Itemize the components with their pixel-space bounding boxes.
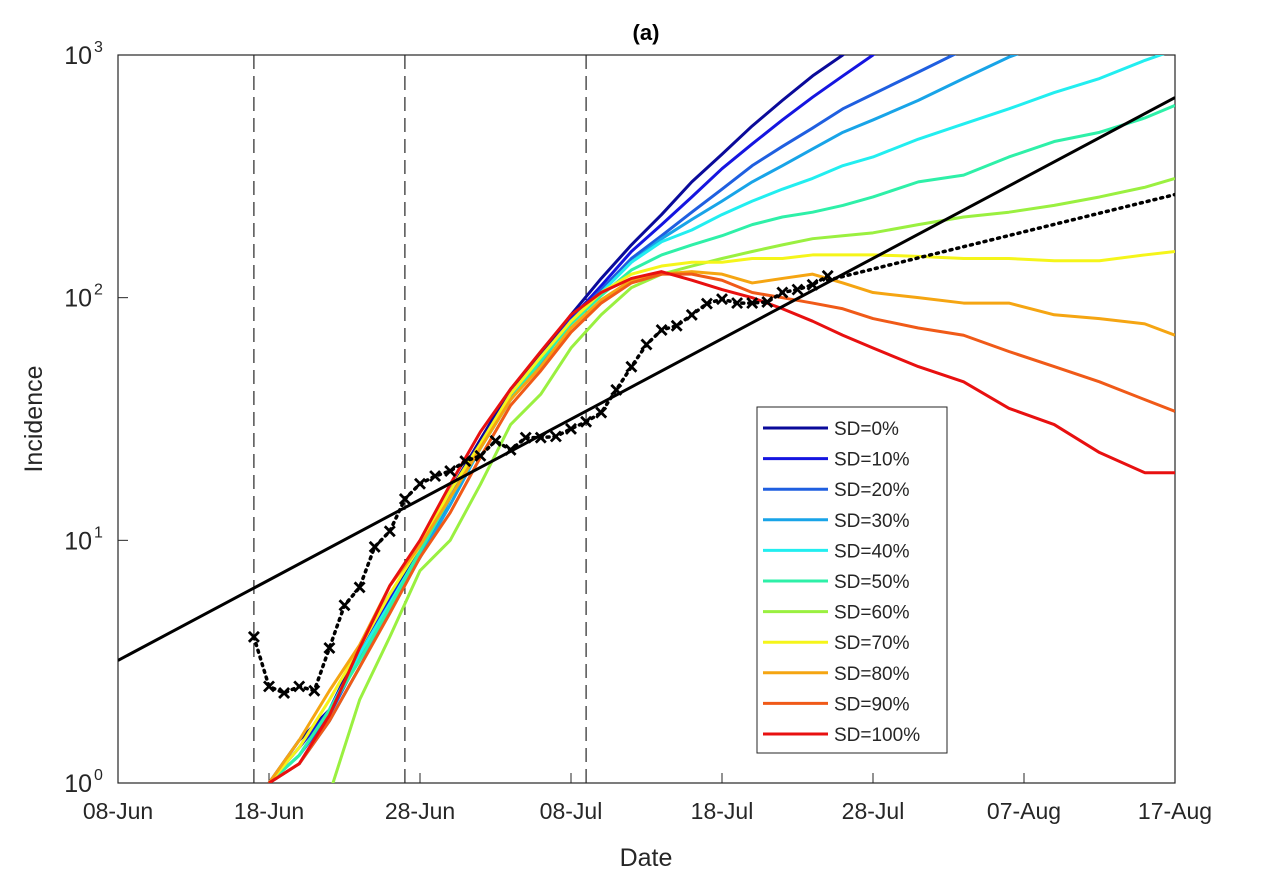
observed-marker [519,431,532,444]
x-tick-label: 07-Aug [987,798,1061,824]
observed-marker [308,684,321,697]
x-tick-label: 18-Jun [234,798,304,824]
dotted-trend-line [825,192,1175,282]
legend-label: SD=80% [834,664,910,685]
observed-marker [444,465,457,478]
x-tick-label: 08-Jul [540,798,603,824]
observed-marker [368,540,381,553]
x-tick-label: 28-Jul [842,798,905,824]
observed-marker [746,297,759,310]
observed-marker [821,269,834,282]
observed-marker [278,686,291,699]
observed-marker [731,297,744,310]
observed-marker [655,323,668,336]
observed-marker [640,338,653,351]
series-line-SD=70% [267,249,1175,783]
observed-marker [761,295,774,308]
y-tick-label: 10 [64,770,92,798]
observed-marker [247,630,260,643]
plot-area [117,54,1176,784]
x-tick-label: 18-Jul [691,798,754,824]
observed-marker [625,360,638,373]
series-line-SD=90% [268,272,1175,783]
observed-marker [534,431,547,444]
y-tick-label: 10 [64,285,92,313]
observed-marker [474,449,487,462]
legend-label: SD=40% [834,541,910,562]
x-tick-label: 17-Aug [1138,798,1212,824]
observed-marker [414,477,426,490]
x-axis-label: Date [620,844,673,872]
legend-label: SD=60% [834,603,910,624]
observed-marker [685,308,698,321]
observed-marker [504,443,517,456]
observed-marker [565,422,577,435]
observed-marker [429,470,442,483]
y-tick-exponent: 2 [94,282,103,299]
legend-label: SD=10% [834,450,910,471]
observed-marker [398,493,411,506]
legend-label: SD=50% [834,572,910,593]
legend-label: SD=0% [834,419,899,440]
series-line-SD=100% [268,270,1175,783]
y-axis-label: Incidence [20,365,48,472]
observed-marker [700,297,713,310]
legend: SD=0% SD=10% SD=20% SD=30% SD=40% SD=50% SD=60… [756,406,948,754]
series-line-SD=50% [267,103,1175,783]
y-tick-label: 10 [64,527,92,555]
observed-marker [610,383,623,396]
y-tick-exponent: 3 [94,39,103,56]
fit-line [118,96,1175,662]
observed-marker [263,680,275,693]
x-tick-label: 08-Jun [83,798,153,824]
observed-marker [338,599,351,612]
observed-marker [489,434,502,447]
observed-marker [383,525,396,538]
observed-marker [776,286,789,299]
observed-marker [459,455,472,468]
x-tick-label: 28-Jun [385,798,455,824]
observed-marker [716,293,728,306]
observed-marker [595,406,608,419]
legend-label: SD=30% [834,511,910,532]
observed-marker [791,283,804,296]
observed-marker [806,278,819,291]
observed-marker [670,319,683,332]
chart-title: (a) [633,20,660,45]
observed-marker [293,680,306,693]
legend-label: SD=90% [834,694,910,715]
legend-label: SD=20% [834,480,910,501]
y-tick-label: 10 [64,42,92,70]
legend-label: SD=70% [834,633,910,654]
series-line-SD=0% [267,55,846,783]
observed-marker [353,581,366,594]
observed-marker [549,430,562,443]
y-tick-exponent: 1 [94,524,103,541]
y-tick-exponent: 0 [94,767,103,784]
observed-marker [323,642,336,654]
observed-marker [580,415,593,428]
legend-label: SD=100% [834,725,920,746]
